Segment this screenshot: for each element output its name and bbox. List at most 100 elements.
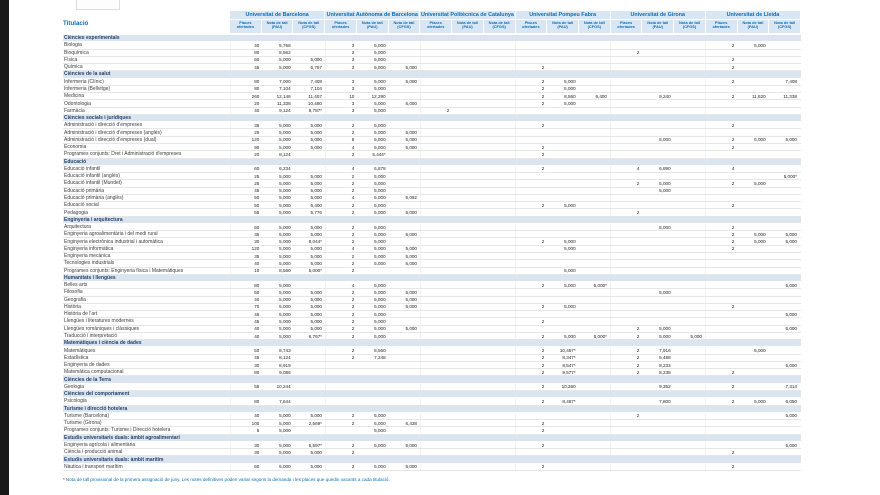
nota-pau-cell: 7,248 — [374, 355, 386, 361]
degree-label: Turisme (Barcelona) — [64, 412, 110, 419]
nota-pau-cell: 5,000 — [374, 173, 386, 179]
subcolumn-header: Nota de tall (CFGS) — [388, 20, 420, 33]
places-cell: 40 — [254, 413, 260, 419]
places-cell: 3 — [351, 50, 355, 56]
places-cell: 2 — [731, 57, 735, 63]
university-cell-group: 55 5,000 5,776 — [230, 209, 325, 216]
subheader-group: Places ofertades Nota de tall (PAU) Nota d… — [420, 20, 515, 33]
places-cell: 2 — [351, 180, 355, 186]
nota-pau-cell: 5,000 — [659, 333, 671, 339]
university-cell-group: 2 5,000 5,000 — [325, 231, 420, 238]
university-cell-group — [705, 289, 800, 296]
university-cell-group — [420, 252, 515, 260]
university-cell-group — [420, 136, 515, 143]
nota-pau-cell: 8,560 — [374, 348, 386, 354]
university-cell-group — [515, 180, 610, 187]
university-cell-group — [420, 78, 515, 85]
places-cell: 4 — [351, 166, 355, 172]
university-cell-group: 2 — [515, 463, 610, 470]
university-cell-group: 2 — [705, 449, 800, 456]
nota-cfgs-cell: 6,767* — [308, 333, 322, 339]
nota-pau-cell: 5,000 — [564, 202, 576, 208]
places-cell: 2 — [541, 86, 545, 92]
nota-cfgs-cell: 7,408 — [785, 79, 797, 85]
university-cell-group: 2 10,457* — [515, 347, 610, 354]
nota-pau-cell: 8,467* — [562, 398, 576, 404]
places-cell: 260 — [251, 93, 260, 99]
nota-pau-cell: 5,000 — [279, 420, 291, 426]
nota-pau-cell: 5,000 — [279, 224, 291, 230]
university-cell-group — [420, 122, 515, 129]
places-cell: 2 — [541, 101, 545, 107]
places-cell: 2 — [541, 202, 545, 208]
university-cell-group: 2 — [515, 64, 610, 71]
university-cell-group: 10 8,560 5,000* — [230, 267, 325, 274]
places-cell: 2 — [351, 151, 355, 157]
university-cell-group: 2 9,577* — [515, 369, 610, 376]
university-cell-group — [610, 194, 705, 202]
university-cell-group: 5 5,000 — [230, 427, 325, 434]
table-row: Turisme (Girona) 100 5,000 2,569* 2 5,000 6,43… — [63, 420, 801, 428]
places-cell: 3 — [351, 42, 355, 48]
nota-pau-cell: 5,000 — [374, 260, 386, 266]
places-cell: 80 — [254, 398, 260, 404]
places-cell: 55 — [254, 210, 260, 215]
nota-pau-cell: 8,347* — [562, 355, 576, 361]
university-cell-group: 45 5,000 5,000 — [230, 187, 325, 194]
table-row: Turisme (Barcelona) 40 5,000 5,000 2 5,000 2 5,… — [63, 412, 801, 421]
university-cell-group: 2 — [515, 441, 610, 449]
university-cell-group: 40 5,000 5,000 — [230, 296, 325, 303]
nota-pau-cell: 5,000 — [374, 101, 386, 107]
nota-pau-cell: 5,000 — [279, 318, 291, 324]
places-cell: 2 — [541, 384, 545, 390]
university-cell-group — [705, 209, 800, 216]
nota-pau-cell: 10,244 — [276, 384, 291, 390]
nota-cfgs-cell: 5,000 — [405, 326, 417, 332]
university-cell-group: 2 5,000 5,000 — [325, 296, 420, 303]
university-cell-group: 70 5,000 5,000 — [230, 303, 325, 311]
university-cell-group: 5,000 — [515, 245, 610, 252]
university-cell-group: 120 5,000 5,000 — [230, 245, 325, 252]
places-cell: 40 — [254, 297, 260, 303]
university-cell-group — [610, 296, 705, 303]
nota-pau-cell: 5,000 — [374, 246, 386, 252]
nota-cfgs-cell: 5,000 — [405, 260, 417, 266]
nota-cfgs-cell: 6,400 — [310, 202, 322, 208]
nota-pau-cell: 5,000 — [374, 210, 386, 215]
university-cell-group — [420, 325, 515, 332]
university-cell-group: 2 5,000 — [705, 180, 800, 187]
section-title: Estudis universitaris duals: àmbit agroa… — [64, 434, 180, 441]
nota-cfgs-cell: 5,000* — [308, 268, 322, 274]
subcolumn-header: Places ofertades — [325, 20, 356, 33]
university-cell-group: 50 8,743 — [230, 347, 325, 354]
nota-pau-cell: 5,000 — [564, 239, 576, 245]
degree-label: Enginyeria agrícola i alimentària — [64, 442, 136, 448]
university-cell-group — [515, 325, 610, 332]
nota-cfgs-cell: 5,000 — [785, 239, 797, 245]
university-cell-group — [610, 311, 705, 318]
university-cell-group — [420, 303, 515, 311]
nota-pau-cell: 5,000 — [374, 108, 386, 114]
university-cell-group — [420, 441, 515, 449]
nota-pau-cell: 8,233 — [659, 362, 671, 368]
nota-pau-cell: 9,086 — [279, 369, 291, 375]
nota-pau-cell: 5,000 — [374, 318, 386, 324]
section-title: Educació — [64, 158, 87, 165]
university-cell-group: 2 5,000 — [515, 78, 610, 85]
places-cell: 2 — [351, 348, 355, 354]
nota-pau-cell: 5,000 — [374, 86, 386, 92]
places-cell: 2 — [541, 464, 545, 470]
nota-pau-cell: 5,000 — [279, 311, 291, 317]
degree-label: Educació social — [64, 202, 99, 209]
nota-cfgs-cell: 5,000 — [310, 180, 322, 186]
nota-pau-cell: 5,000 — [374, 333, 386, 339]
table-row: Llengües romàniques i clàssiques 40 5,000 5… — [63, 325, 801, 333]
nota-cfgs-cell: 5,000* — [783, 173, 797, 179]
section-title: Ciències experimentals — [64, 35, 120, 42]
university-cell-group: 2 — [705, 56, 800, 64]
places-cell: 2 — [351, 173, 355, 179]
places-cell: 120 — [251, 246, 260, 252]
places-cell: 4 — [351, 144, 355, 150]
nota-pau-cell: 5,000 — [279, 289, 291, 295]
university-cell-group — [420, 354, 515, 361]
